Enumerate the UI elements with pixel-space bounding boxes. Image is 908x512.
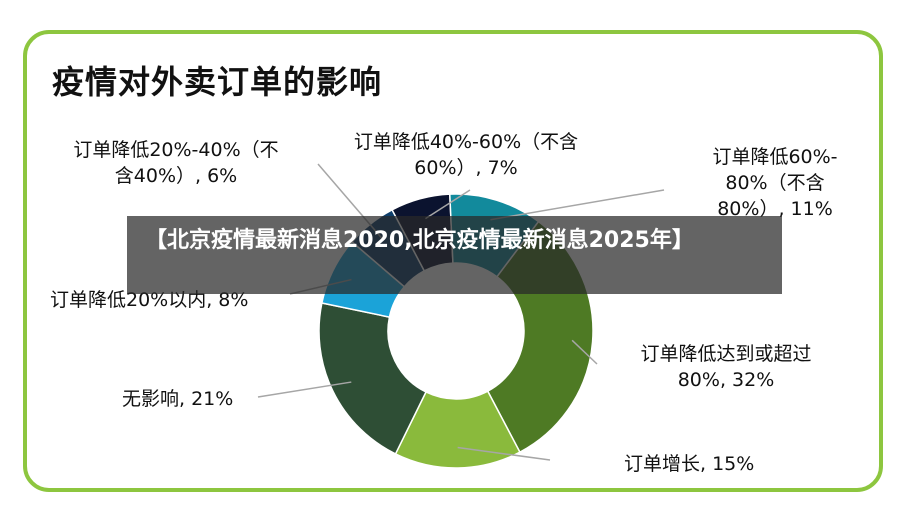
leader-line-reduce-60-80 (490, 189, 665, 221)
slice-label-reduce-40-60-line1: 订单降低40%-60%（不含 (353, 131, 579, 153)
donut-slice-no-effect (318, 302, 427, 455)
slice-label-reduce-within-20-line1: 订单降低20%以内, 8% (50, 289, 249, 311)
slice-label-reduce-within-20: 订单降低20%以内, 8% (50, 287, 248, 313)
chart-title: 疫情对外卖订单的影响 (52, 63, 383, 101)
slice-label-reduce-60-80-line3: 80%）, 11% (717, 198, 833, 220)
overlay-banner-text: 【北京疫情最新消息2020,北京疫情最新消息2025年】 (145, 228, 694, 253)
slice-label-reduce-60-80-line2: 80%（不含 (725, 172, 825, 194)
slice-label-reduce-20-40-line2: 含40%）, 6% (114, 165, 238, 187)
overlay-banner (127, 216, 782, 294)
slice-label-reduce-20-40-line1: 订单降低20%-40%（不 (73, 139, 279, 161)
slice-label-no-effect-line1: 无影响, 21% (122, 388, 234, 410)
slice-label-reduce-60-80: 订单降低60%- 80%（不含 80%）, 11% (690, 144, 860, 222)
slice-label-increase: 订单增长, 15% (624, 451, 754, 477)
leader-line-reduce-40-60 (425, 189, 471, 220)
slice-label-reduce-80-plus: 订单降低达到或超过 80%, 32% (606, 341, 846, 393)
leader-line-no-effect (257, 381, 352, 398)
slice-label-no-effect: 无影响, 21% (122, 386, 233, 412)
leader-line-reduce-80-plus (571, 339, 598, 365)
slice-label-reduce-20-40: 订单降低20%-40%（不 含40%）, 6% (46, 137, 306, 189)
slice-label-reduce-60-80-line1: 订单降低60%- (712, 146, 838, 168)
slice-label-reduce-40-60-line2: 60%）, 7% (414, 157, 518, 179)
slice-label-reduce-40-60: 订单降低40%-60%（不含 60%）, 7% (326, 129, 606, 181)
slice-label-reduce-80-plus-line2: 80%, 32% (677, 369, 775, 391)
leader-line-increase (457, 446, 551, 461)
slice-label-increase-line1: 订单增长, 15% (624, 453, 755, 475)
slice-label-reduce-80-plus-line1: 订单降低达到或超过 (640, 343, 812, 365)
